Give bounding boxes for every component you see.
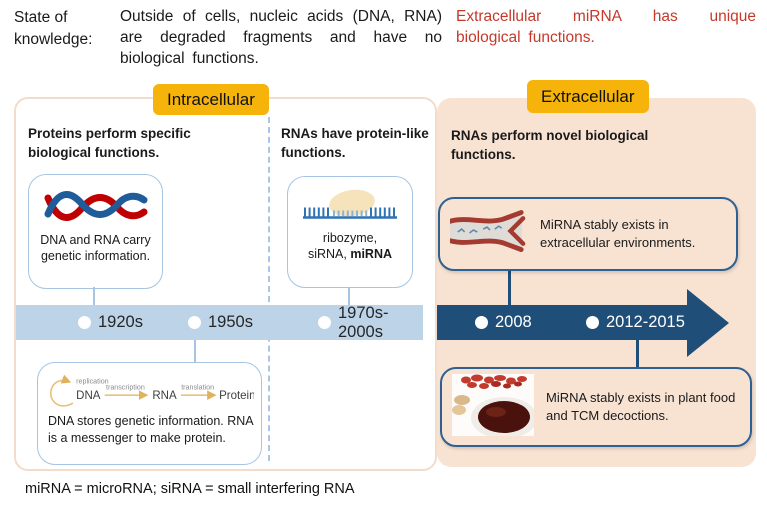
era-label: 1970s-2000s [338, 303, 389, 341]
ribozyme-box-caption: ribozyme, siRNA, miRNA [288, 230, 412, 263]
timeline-dot [318, 316, 331, 329]
dna-info-box: DNA and RNA carry genetic information. [28, 174, 163, 289]
ribozyme-icon [288, 189, 412, 230]
tcm-info-box: MiRNA stably exists in plant food and TC… [440, 367, 752, 447]
tcm-decoction-image [452, 373, 537, 441]
ribozyme-caption-bold: miRNA [350, 247, 393, 262]
novel-functions-heading: RNAs perform novel biological functions. [451, 128, 649, 162]
vessel-box-text: MiRNA stably exists in extracellular env… [540, 217, 696, 250]
proteins-heading: Proteins perform specific biological fun… [28, 126, 191, 160]
connector-ribozyme-timeline [348, 287, 350, 305]
ribozyme-caption-plain: siRNA, [307, 247, 351, 262]
tcm-box-text: MiRNA stably exists in plant food and TC… [546, 390, 736, 423]
timeline-dot [586, 316, 599, 329]
intracellular-badge: Intracellular [153, 84, 269, 115]
central-dogma-box: replication DNA transcription RNA transl… [37, 362, 262, 465]
timeline-era-2012-2015: 2012-2015 [586, 305, 685, 340]
transcription-label: transcription [105, 384, 144, 392]
abbreviation-footnote: miRNA = microRNA; siRNA = small interfer… [25, 481, 355, 497]
timeline-arrowhead [687, 289, 729, 357]
old-knowledge-text: Outside of cells, nucleic acids (DNA, RN… [120, 8, 442, 67]
connector-dna-timeline [93, 287, 95, 305]
connector-vessel-timeline [508, 267, 511, 305]
timeline-era-2008: 2008 [475, 305, 532, 340]
panel-dashed-divider [268, 117, 270, 461]
dna-label: DNA [76, 390, 101, 402]
ribozyme-info-box: ribozyme, siRNA, miRNA [287, 176, 413, 288]
era-label: 2012-2015 [606, 313, 685, 331]
timeline-intracellular-bar: 1920s 1950s 1970s-2000s [16, 303, 423, 341]
timeline-dot [188, 316, 201, 329]
vessel-info-box: MiRNA stably exists in extracellular env… [438, 197, 738, 271]
replication-label: replication [76, 377, 109, 385]
protein-label: Protein [219, 390, 254, 402]
translation-label: translation [181, 384, 214, 392]
timeline-dot [78, 316, 91, 329]
connector-timeline-tcm [636, 340, 639, 368]
ribozyme-caption-line1: ribozyme, [322, 231, 378, 245]
era-label: 1950s [208, 313, 253, 331]
dna-helix-icon [29, 189, 162, 232]
rna-functions-heading: RNAs have protein-like functions. [281, 126, 429, 160]
timeline-era-1970s-2000s: 1970s-2000s [318, 303, 423, 341]
replication-arc [49, 374, 73, 407]
timeline-era-1920s: 1920s [78, 305, 143, 340]
dogma-caption: DNA stores genetic information. RNA is a… [48, 414, 253, 445]
state-of-knowledge-label: State of knowledge: [14, 9, 93, 48]
era-label: 1920s [98, 313, 143, 331]
dna-box-caption: DNA and RNA carry genetic information. [40, 233, 151, 264]
timeline-extracellular-bar: 2008 2012-2015 [437, 305, 688, 340]
timeline-era-1950s: 1950s [188, 305, 253, 340]
era-label: 2008 [495, 313, 532, 331]
central-dogma-diagram: replication DNA transcription RNA transl… [49, 374, 254, 407]
extracellular-badge: Extracellular [527, 80, 649, 113]
rna-label: RNA [152, 390, 177, 402]
blood-vessel-icon [447, 209, 528, 260]
connector-timeline-dogma [194, 340, 196, 363]
new-knowledge-text: Extracellular miRNA has unique biologica… [456, 8, 756, 46]
timeline-dot [475, 316, 488, 329]
